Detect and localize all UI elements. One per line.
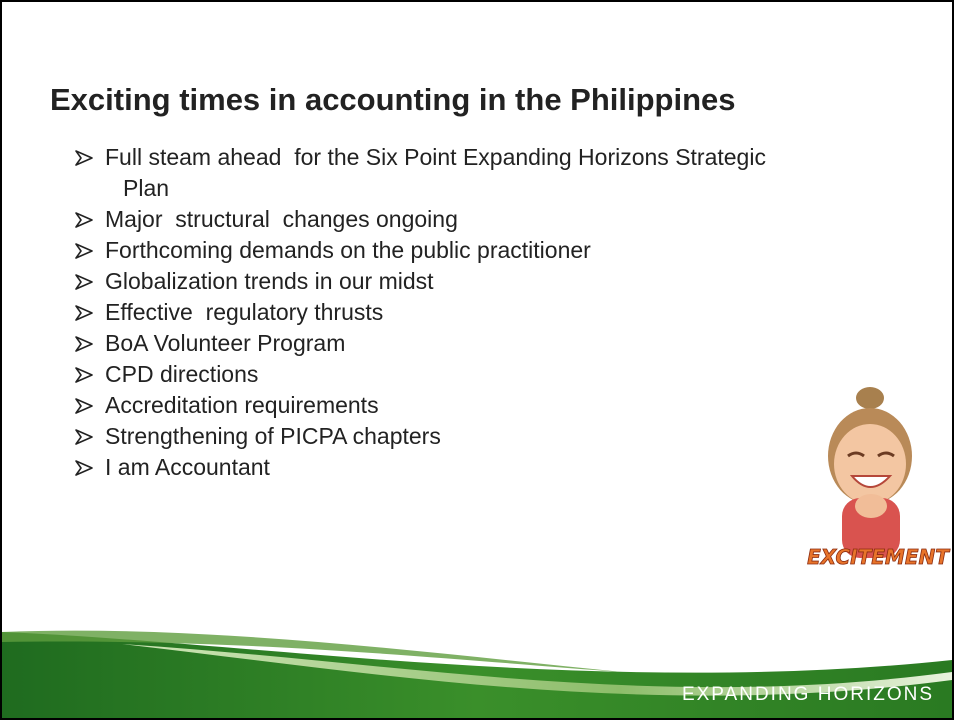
bullet-item: Strengthening of PICPA chapters [74, 421, 794, 452]
bullet-item: Forthcoming demands on the public practi… [74, 235, 794, 266]
bullet-item: Accreditation requirements [74, 390, 794, 421]
bullet-text: Globalization trends in our midst [105, 266, 794, 297]
slide-title: Exciting times in accounting in the Phil… [50, 82, 736, 118]
bullet-text: Effective regulatory thrusts [105, 297, 794, 328]
bullet-arrow [74, 211, 94, 229]
bullet-text: Full steam ahead for the Six Point Expan… [105, 142, 794, 204]
bullet-item: Effective regulatory thrusts [74, 297, 794, 328]
bullet-list: Full steam ahead for the Six Point Expan… [74, 142, 794, 483]
bullet-item: Major structural changes ongoing [74, 204, 794, 235]
bullet-item: I am Accountant [74, 452, 794, 483]
bullet-item: CPD directions [74, 359, 794, 390]
bullet-text: CPD directions [105, 359, 794, 390]
bullet-arrow [74, 335, 94, 353]
bullet-arrow [74, 459, 94, 477]
bullet-text: BoA Volunteer Program [105, 328, 794, 359]
bullet-arrow [74, 242, 94, 260]
footer-text: EXPANDING HORIZONS [682, 684, 934, 706]
bullet-item: Globalization trends in our midst [74, 266, 794, 297]
bullet-text: Forthcoming demands on the public practi… [105, 235, 794, 266]
bullet-text: I am Accountant [105, 452, 794, 483]
excitement-image: EXCITEMENT [802, 386, 952, 576]
bullet-item: Full steam ahead for the Six Point Expan… [74, 142, 794, 204]
bullet-text: Major structural changes ongoing [105, 204, 794, 235]
bullet-arrow [74, 397, 94, 415]
image-caption: EXCITEMENT [807, 545, 950, 569]
bullet-text: Accreditation requirements [105, 390, 794, 421]
bullet-text: Strengthening of PICPA chapters [105, 421, 794, 452]
bullet-arrow [74, 304, 94, 322]
bullet-item: BoA Volunteer Program [74, 328, 794, 359]
bullet-arrow [74, 428, 94, 446]
slide: Exciting times in accounting in the Phil… [0, 0, 954, 720]
bullet-arrow [74, 149, 94, 167]
bullet-arrow [74, 273, 94, 291]
bullet-arrow [74, 366, 94, 384]
